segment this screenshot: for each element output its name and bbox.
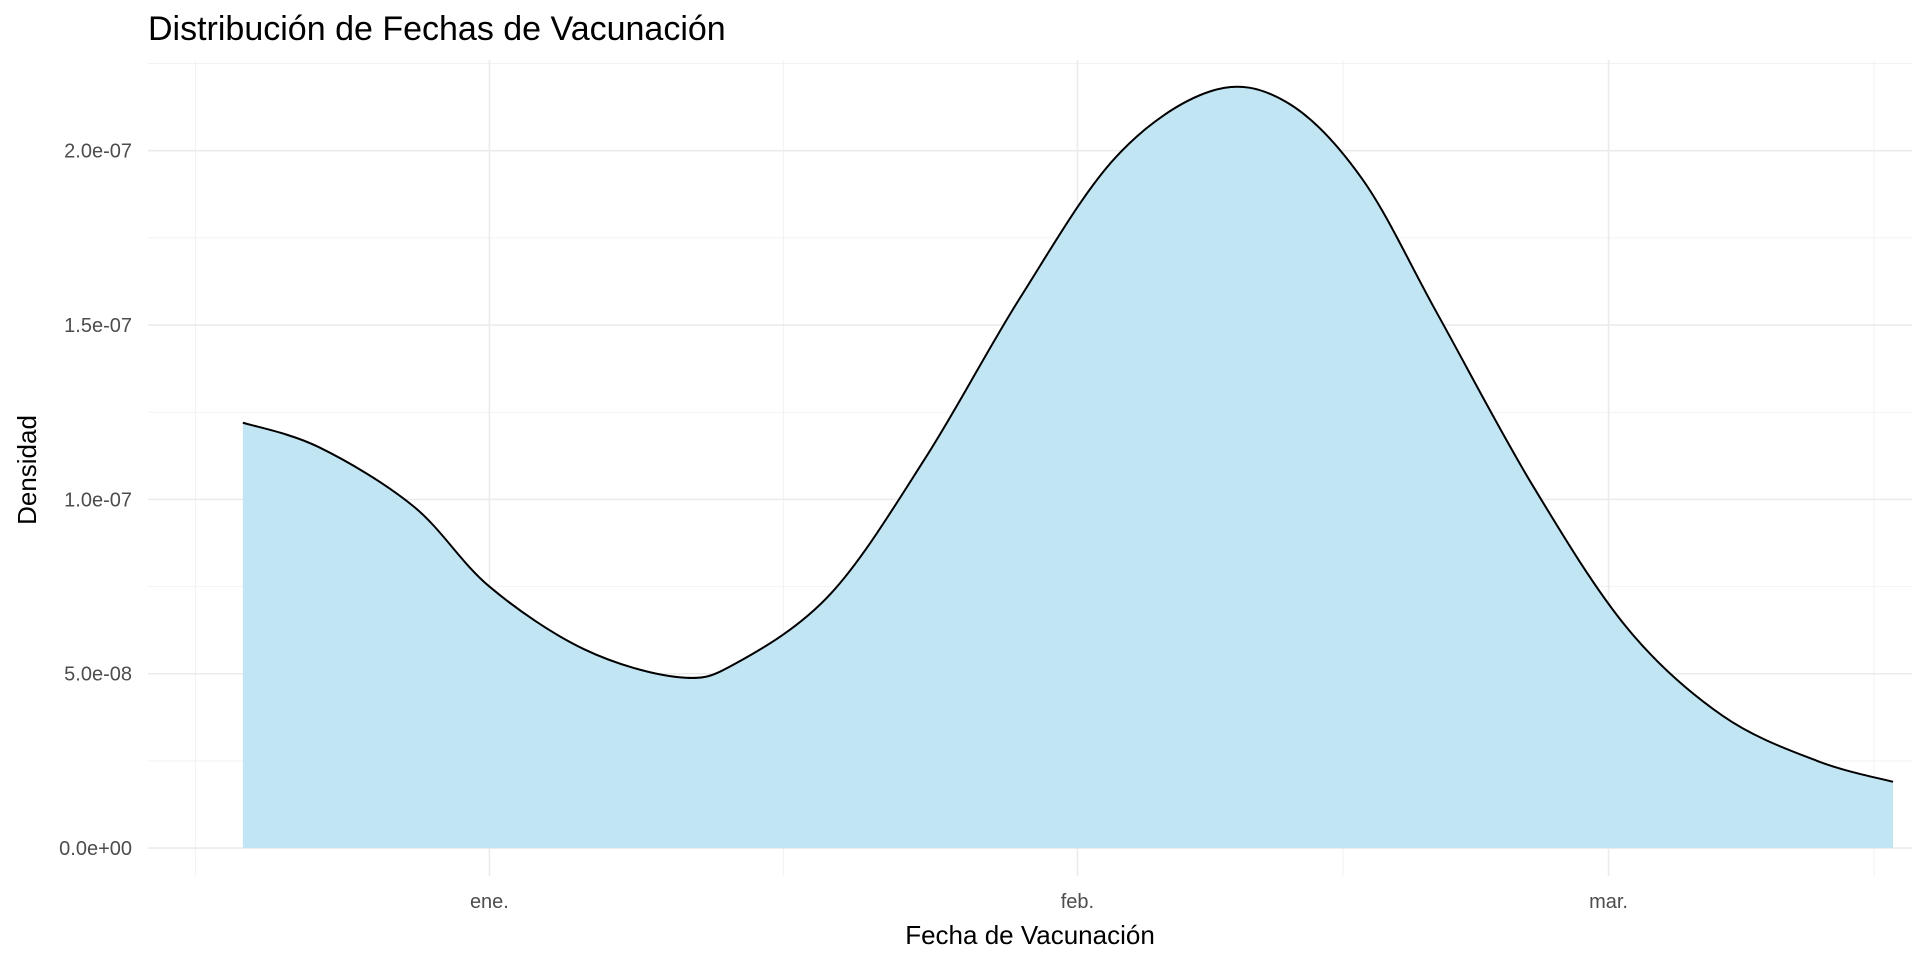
tick-labels: 0.0e+00 5.0e-08 1.0e-07 1.5e-07 2.0e-07 ene. f… (59, 141, 1628, 913)
x-tick-label: mar. (1589, 891, 1628, 913)
density-series (242, 85, 1894, 849)
density-area-fill (242, 86, 1894, 849)
y-tick-label: 5.0e-08 (64, 664, 132, 686)
y-tick-label: 2.0e-07 (64, 141, 132, 163)
density-curve-line (242, 85, 1894, 783)
y-tick-label: 0.0e+00 (59, 838, 132, 860)
y-axis-title: Densidad (12, 415, 42, 525)
y-tick-label: 1.0e-07 (64, 489, 132, 511)
chart-title: Distribución de Fechas de Vacunación (148, 10, 726, 48)
x-tick-label: ene. (470, 891, 509, 913)
x-axis-title: Fecha de Vacunación (905, 920, 1155, 950)
y-tick-label: 1.5e-07 (64, 315, 132, 337)
x-tick-label: feb. (1061, 891, 1094, 913)
